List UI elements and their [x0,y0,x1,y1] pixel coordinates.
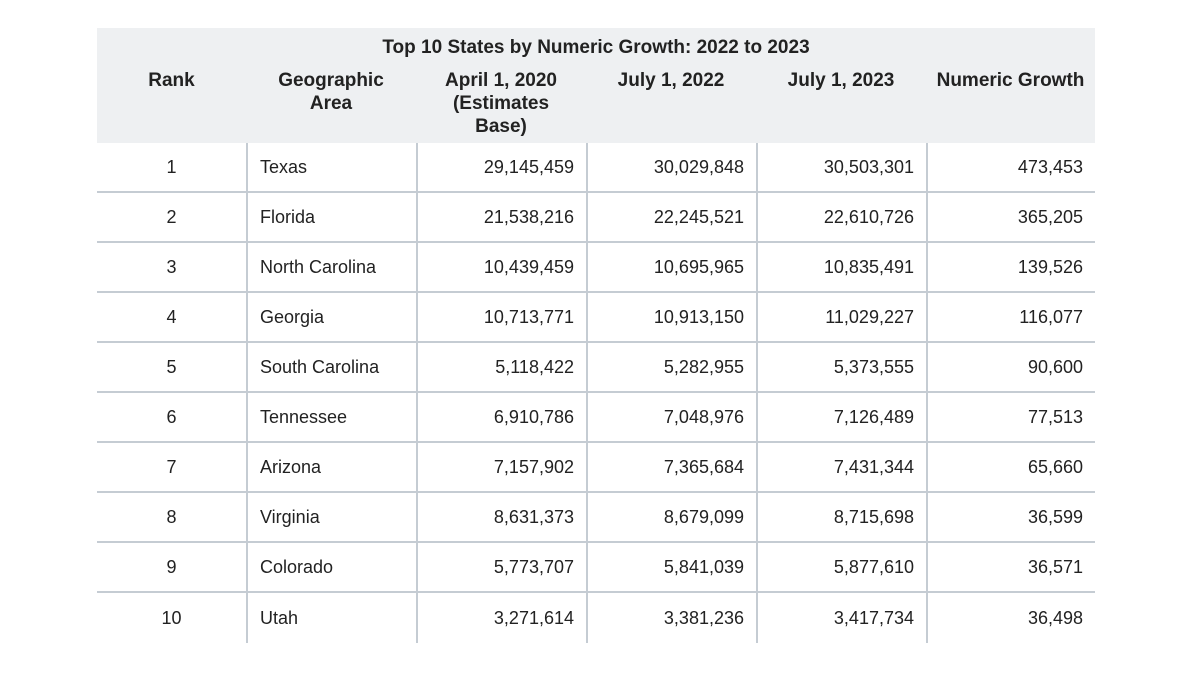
cell-april-2020: 29,145,459 [416,143,586,191]
cell-april-2020: 3,271,614 [416,593,586,643]
cell-geographic-area: Florida [246,193,416,241]
cell-july-2023: 8,715,698 [756,493,926,541]
table-header: Top 10 States by Numeric Growth: 2022 to… [97,28,1095,143]
cell-geographic-area: Virginia [246,493,416,541]
cell-april-2020: 7,157,902 [416,443,586,491]
cell-geographic-area: Utah [246,593,416,643]
column-header-numeric-growth: Numeric Growth [926,69,1095,138]
header-line: July 1, 2022 [617,70,725,91]
cell-rank: 6 [166,406,177,427]
cell-geographic-area: North Carolina [246,243,416,291]
cell-numeric-growth: 365,205 [926,193,1095,241]
cell-july-2022: 10,695,965 [586,243,756,291]
cell-april-2020: 8,631,373 [416,493,586,541]
table-row: 5 South Carolina 5,118,422 5,282,955 5,373,5… [97,343,1095,393]
cell-july-2022: 22,245,521 [586,193,756,241]
table-title: Top 10 States by Numeric Growth: 2022 to… [382,37,810,58]
table-row: 9 Colorado 5,773,707 5,841,039 5,877,610 36,5… [97,543,1095,593]
cell-numeric-growth: 77,513 [926,393,1095,441]
cell-rank: 7 [166,456,177,477]
cell-geographic-area: Arizona [246,443,416,491]
cell-rank: 3 [166,256,177,277]
cell-july-2023: 11,029,227 [756,293,926,341]
cell-july-2022: 8,679,099 [586,493,756,541]
cell-rank: 10 [161,607,182,628]
cell-geographic-area: Colorado [246,543,416,591]
cell-numeric-growth: 65,660 [926,443,1095,491]
cell-april-2020: 5,118,422 [416,343,586,391]
cell-rank: 8 [166,506,177,527]
table-row: 6 Tennessee 6,910,786 7,048,976 7,126,489 77,… [97,393,1095,443]
cell-july-2022: 10,913,150 [586,293,756,341]
column-header-rank: Rank [97,69,246,138]
cell-july-2022: 7,365,684 [586,443,756,491]
header-line: Geographic [278,70,384,91]
cell-numeric-growth: 36,498 [926,593,1095,643]
column-headers: Rank Geographic Area April 1, 2020 (Esti… [97,69,1095,138]
table-body: 1 Texas 29,145,459 30,029,848 30,503,301 473,… [97,143,1095,643]
cell-geographic-area: South Carolina [246,343,416,391]
cell-july-2022: 3,381,236 [586,593,756,643]
header-line: Base) [475,116,527,137]
cell-july-2022: 7,048,976 [586,393,756,441]
cell-numeric-growth: 36,599 [926,493,1095,541]
column-header-july-2023: July 1, 2023 [756,69,926,138]
cell-numeric-growth: 116,077 [926,293,1095,341]
table-row: 4 Georgia 10,713,771 10,913,150 11,029,227 11… [97,293,1095,343]
cell-numeric-growth: 36,571 [926,543,1095,591]
growth-table: Top 10 States by Numeric Growth: 2022 to… [97,28,1095,643]
cell-rank: 1 [166,156,177,177]
cell-april-2020: 10,439,459 [416,243,586,291]
cell-july-2023: 7,126,489 [756,393,926,441]
cell-numeric-growth: 139,526 [926,243,1095,291]
cell-july-2022: 5,841,039 [586,543,756,591]
cell-july-2023: 10,835,491 [756,243,926,291]
cell-april-2020: 21,538,216 [416,193,586,241]
cell-rank: 4 [166,306,177,327]
cell-july-2022: 5,282,955 [586,343,756,391]
header-line: (Estimates [452,93,550,114]
table-row: 3 North Carolina 10,439,459 10,695,965 10,83… [97,243,1095,293]
table-row: 2 Florida 21,538,216 22,245,521 22,610,726 36… [97,193,1095,243]
cell-july-2023: 3,417,734 [756,593,926,643]
column-header-april-2020: April 1, 2020 (Estimates Base) [416,69,586,138]
table-row: 10 Utah 3,271,614 3,381,236 3,417,734 36,498 [97,593,1095,643]
column-header-july-2022: July 1, 2022 [586,69,756,138]
cell-july-2023: 22,610,726 [756,193,926,241]
cell-july-2023: 5,373,555 [756,343,926,391]
cell-numeric-growth: 90,600 [926,343,1095,391]
cell-rank: 9 [166,556,177,577]
cell-geographic-area: Tennessee [246,393,416,441]
cell-rank: 2 [166,206,177,227]
cell-april-2020: 10,713,771 [416,293,586,341]
header-line: Area [309,93,353,114]
cell-july-2022: 30,029,848 [586,143,756,191]
cell-rank: 5 [166,356,177,377]
cell-geographic-area: Texas [246,143,416,191]
table-row: 7 Arizona 7,157,902 7,365,684 7,431,344 65,66… [97,443,1095,493]
cell-geographic-area: Georgia [246,293,416,341]
cell-july-2023: 7,431,344 [756,443,926,491]
cell-april-2020: 5,773,707 [416,543,586,591]
cell-july-2023: 5,877,610 [756,543,926,591]
cell-april-2020: 6,910,786 [416,393,586,441]
column-header-geographic-area: Geographic Area [246,69,416,138]
cell-numeric-growth: 473,453 [926,143,1095,191]
header-line: April 1, 2020 [445,70,557,91]
header-line: July 1, 2023 [787,70,895,91]
table-row: 1 Texas 29,145,459 30,029,848 30,503,301 473,… [97,143,1095,193]
table-row: 8 Virginia 8,631,373 8,679,099 8,715,698 36,5… [97,493,1095,543]
header-line: Numeric Growth [936,70,1085,91]
cell-july-2023: 30,503,301 [756,143,926,191]
header-line: Rank [148,70,195,91]
